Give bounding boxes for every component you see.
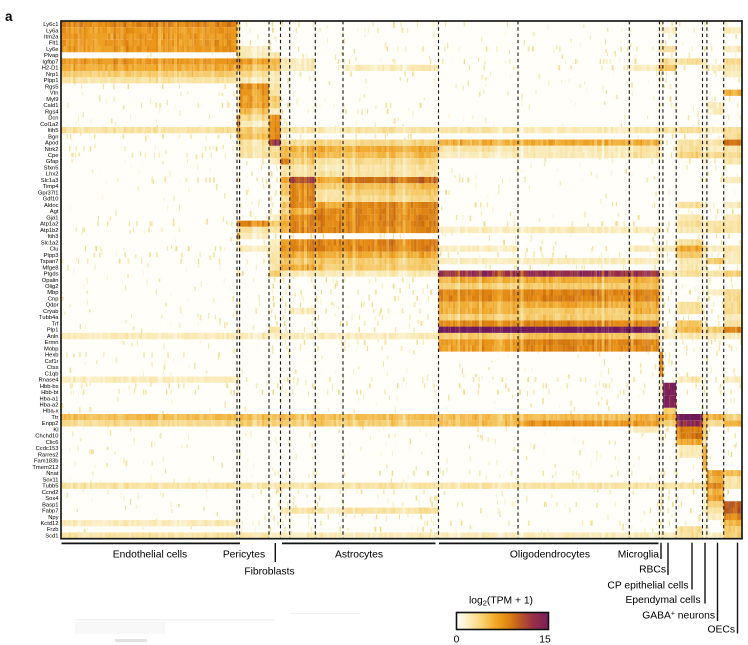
- svg-text:Gfap: Gfap: [46, 159, 59, 165]
- svg-text:Clic6: Clic6: [46, 440, 59, 446]
- svg-text:Hba-a1: Hba-a1: [39, 396, 58, 402]
- svg-text:Kctd12: Kctd12: [40, 521, 58, 527]
- svg-text:Ccdc153: Ccdc153: [36, 446, 59, 452]
- svg-text:RBCs: RBCs: [639, 565, 666, 576]
- svg-text:15: 15: [539, 635, 551, 645]
- svg-text:Bgn: Bgn: [48, 134, 58, 140]
- svg-text:Trf: Trf: [52, 321, 59, 327]
- svg-text:Ntrk2: Ntrk2: [45, 147, 59, 153]
- svg-text:Gdf10: Gdf10: [43, 197, 59, 203]
- svg-text:Anln: Anln: [47, 334, 59, 340]
- svg-text:Rnase4: Rnase4: [39, 378, 60, 384]
- svg-text:Cnp: Cnp: [48, 297, 59, 303]
- svg-text:Sox11: Sox11: [42, 477, 58, 483]
- svg-text:Itih5: Itih5: [48, 128, 59, 134]
- svg-text:Enpp2: Enpp2: [42, 421, 59, 427]
- svg-text:Csf1r: Csf1r: [45, 359, 59, 365]
- svg-text:Col1a2: Col1a2: [40, 122, 58, 128]
- svg-text:0: 0: [454, 635, 460, 645]
- svg-text:Timp4: Timp4: [43, 184, 60, 190]
- svg-text:Mbp: Mbp: [47, 290, 58, 296]
- svg-text:Ependymal cells: Ependymal cells: [626, 595, 701, 606]
- svg-text:Ly6e: Ly6e: [46, 47, 58, 53]
- svg-text:Atp1a2: Atp1a2: [40, 222, 58, 228]
- svg-text:Gpr37l1: Gpr37l1: [38, 190, 59, 196]
- svg-text:Slc1a2: Slc1a2: [41, 240, 59, 246]
- svg-text:Tubb4a: Tubb4a: [39, 315, 59, 321]
- svg-text:Hba-x: Hba-x: [43, 409, 59, 415]
- svg-text:Cald1: Cald1: [43, 103, 58, 109]
- svg-text:Ly6c1: Ly6c1: [43, 22, 58, 28]
- svg-text:a: a: [5, 9, 13, 24]
- svg-text:Plvap: Plvap: [44, 53, 59, 59]
- svg-text:Olig2: Olig2: [45, 284, 59, 290]
- svg-text:Plpp1: Plpp1: [44, 78, 59, 84]
- svg-text:Mfge8: Mfge8: [42, 265, 58, 271]
- svg-text:Hexb: Hexb: [45, 353, 59, 359]
- svg-text:Clu: Clu: [50, 247, 59, 253]
- svg-text:Microglia: Microglia: [618, 550, 659, 561]
- svg-text:Plp1: Plp1: [47, 328, 59, 334]
- svg-text:Chchd10: Chchd10: [35, 434, 58, 440]
- svg-text:Plpp3: Plpp3: [44, 253, 59, 259]
- svg-text:OECs: OECs: [708, 625, 735, 636]
- svg-text:Npy: Npy: [48, 515, 58, 521]
- svg-text:Fam183b: Fam183b: [34, 459, 59, 465]
- svg-text:Astrocytes: Astrocytes: [335, 550, 383, 561]
- svg-text:Tspan7: Tspan7: [40, 259, 59, 265]
- svg-text:Endothelial cells: Endothelial cells: [113, 550, 187, 561]
- svg-text:Slc1a3: Slc1a3: [41, 178, 59, 184]
- svg-text:GABA+ neurons: GABA+ neurons: [642, 610, 715, 621]
- svg-text:Cpe: Cpe: [48, 153, 59, 159]
- svg-text:Ttr: Ttr: [51, 415, 58, 421]
- svg-text:Tubb5: Tubb5: [42, 484, 58, 490]
- svg-text:Rgs4: Rgs4: [45, 109, 59, 115]
- svg-text:Hba-a2: Hba-a2: [39, 403, 58, 409]
- svg-text:Qdpr: Qdpr: [46, 303, 59, 309]
- svg-text:Cryab: Cryab: [43, 309, 58, 315]
- svg-text:Rgs5: Rgs5: [45, 84, 59, 90]
- svg-text:Rarres2: Rarres2: [38, 452, 59, 458]
- svg-text:Mobp: Mobp: [44, 346, 59, 352]
- svg-text:Myl9: Myl9: [46, 97, 58, 103]
- svg-text:Agt: Agt: [50, 209, 59, 215]
- svg-text:Flt1: Flt1: [49, 41, 59, 47]
- svg-text:H2-D1: H2-D1: [42, 66, 59, 72]
- svg-text:C1qb: C1qb: [45, 371, 59, 377]
- svg-text:Atp1b2: Atp1b2: [40, 228, 58, 234]
- svg-text:Itm2a: Itm2a: [44, 35, 59, 41]
- svg-text:Apod: Apod: [45, 141, 59, 147]
- svg-text:Gja1: Gja1: [46, 215, 58, 221]
- svg-text:Pericytes: Pericytes: [223, 550, 265, 561]
- svg-text:Tmem212: Tmem212: [32, 465, 58, 471]
- svg-text:log2(TPM + 1): log2(TPM + 1): [469, 596, 533, 608]
- svg-text:Ctss: Ctss: [47, 365, 59, 371]
- svg-text:Dcn: Dcn: [48, 116, 58, 122]
- svg-text:Vtn: Vtn: [50, 91, 59, 97]
- svg-text:Scd1: Scd1: [45, 534, 58, 540]
- svg-text:Ccnd2: Ccnd2: [42, 490, 59, 496]
- svg-text:Hbb-bs: Hbb-bs: [40, 384, 59, 390]
- svg-text:Itih3: Itih3: [48, 234, 59, 240]
- svg-text:Nnat: Nnat: [46, 471, 59, 477]
- svg-text:Kl: Kl: [53, 427, 58, 433]
- svg-text:Fibroblasts: Fibroblasts: [244, 567, 294, 578]
- svg-text:Frzb: Frzb: [47, 527, 59, 533]
- svg-text:Opalin: Opalin: [42, 278, 59, 284]
- svg-text:Oligodendrocytes: Oligodendrocytes: [510, 550, 590, 561]
- svg-text:Sfxn5: Sfxn5: [44, 166, 59, 172]
- svg-text:Ermn: Ermn: [45, 340, 59, 346]
- svg-text:Nrp1: Nrp1: [46, 72, 59, 78]
- svg-text:Ptgds: Ptgds: [44, 272, 59, 278]
- svg-text:Sox4: Sox4: [45, 496, 59, 502]
- svg-text:CP epithelial cells: CP epithelial cells: [607, 581, 688, 592]
- svg-text:Igfbp7: Igfbp7: [42, 59, 58, 65]
- svg-text:Aldoc: Aldoc: [44, 203, 59, 209]
- svg-text:Fabp7: Fabp7: [42, 509, 58, 515]
- svg-text:Ly6a: Ly6a: [46, 28, 59, 34]
- svg-text:Basp1: Basp1: [42, 502, 58, 508]
- svg-text:Lhx2: Lhx2: [46, 172, 59, 178]
- svg-text:Hbb-bt: Hbb-bt: [41, 390, 59, 396]
